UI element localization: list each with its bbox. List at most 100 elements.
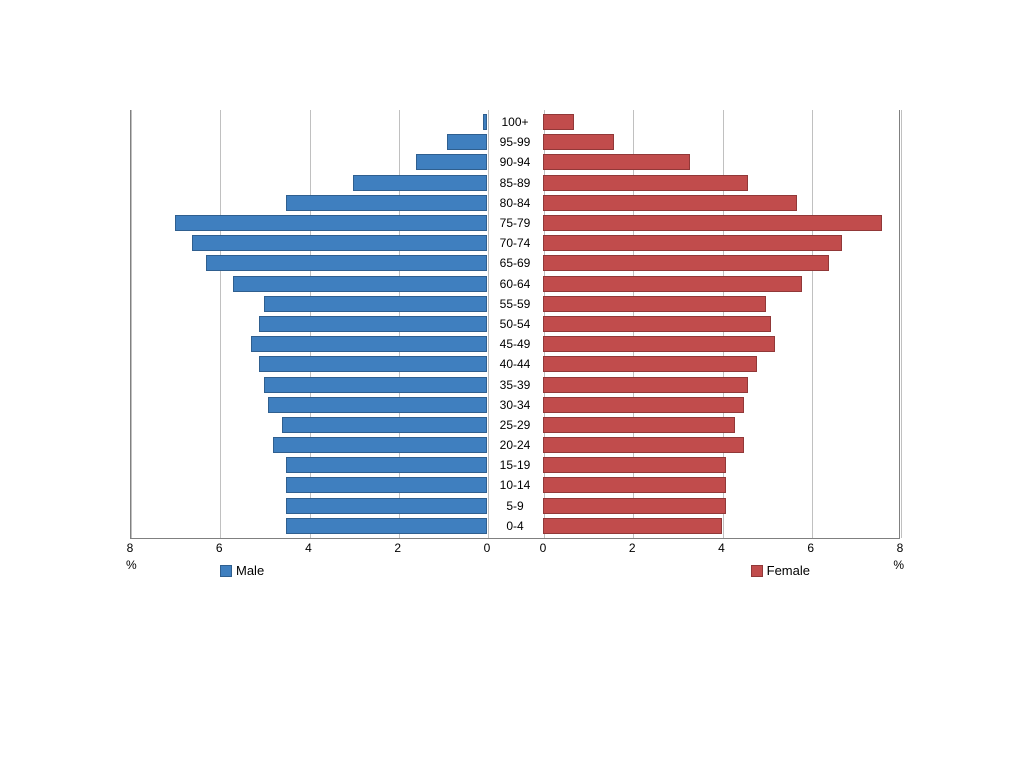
bar-female: [543, 457, 726, 473]
bar-male: [286, 498, 487, 514]
age-label: 95-99: [500, 134, 531, 150]
bar-female: [543, 417, 735, 433]
legend-label-male: Male: [236, 563, 264, 578]
legend-swatch-male: [220, 565, 232, 577]
legend: Male Female: [130, 563, 900, 578]
legend-swatch-female: [751, 565, 763, 577]
bar-male: [286, 195, 487, 211]
bar-female: [543, 356, 757, 372]
bar-female: [543, 518, 722, 534]
age-label: 55-59: [500, 296, 531, 312]
x-tick: 2: [394, 541, 401, 555]
bar-female: [543, 377, 748, 393]
bar-female: [543, 235, 842, 251]
x-axis-ticks: 8642002468: [130, 539, 900, 559]
bar-female: [543, 175, 748, 191]
age-label: 50-54: [500, 316, 531, 332]
bar-rows: 100+ 95-99 90-94 85-89 80-84 75-79 70-74 65-69 6…: [131, 110, 899, 538]
bar-male: [175, 215, 487, 231]
table-row: 5-9: [131, 498, 899, 514]
legend-female: Female: [751, 563, 810, 578]
bar-female: [543, 134, 614, 150]
x-tick: 2: [629, 541, 636, 555]
table-row: 30-34: [131, 397, 899, 413]
bar-female: [543, 215, 882, 231]
age-label: 40-44: [500, 356, 531, 372]
age-label: 35-39: [500, 377, 531, 393]
age-label: 0-4: [506, 518, 523, 534]
bar-female: [543, 114, 574, 130]
table-row: 95-99: [131, 134, 899, 150]
bar-female: [543, 336, 775, 352]
age-label: 15-19: [500, 457, 531, 473]
x-tick: 8: [897, 541, 904, 555]
age-label: 30-34: [500, 397, 531, 413]
table-row: 100+: [131, 114, 899, 130]
x-tick: 6: [807, 541, 814, 555]
table-row: 80-84: [131, 195, 899, 211]
table-row: 20-24: [131, 437, 899, 453]
bar-female: [543, 154, 690, 170]
bar-male: [264, 377, 487, 393]
x-tick: 4: [305, 541, 312, 555]
bar-male: [447, 134, 487, 150]
bar-male: [259, 316, 487, 332]
plot-area: 100+ 95-99 90-94 85-89 80-84 75-79 70-74 65-69 6…: [130, 110, 900, 538]
age-label: 70-74: [500, 235, 531, 251]
bar-male: [251, 336, 488, 352]
age-label: 100+: [501, 114, 528, 130]
age-label: 5-9: [506, 498, 523, 514]
bar-female: [543, 437, 744, 453]
age-label: 60-64: [500, 276, 531, 292]
legend-male: Male: [220, 563, 264, 578]
bar-male: [273, 437, 487, 453]
bar-female: [543, 296, 766, 312]
bar-male: [353, 175, 487, 191]
legend-label-female: Female: [767, 563, 810, 578]
table-row: 85-89: [131, 175, 899, 191]
bar-male: [286, 518, 487, 534]
table-row: 70-74: [131, 235, 899, 251]
bar-female: [543, 397, 744, 413]
age-label: 90-94: [500, 154, 531, 170]
bar-female: [543, 316, 771, 332]
table-row: 65-69: [131, 255, 899, 271]
age-label: 80-84: [500, 195, 531, 211]
table-row: 15-19: [131, 457, 899, 473]
x-tick: 4: [718, 541, 725, 555]
unit-label-right: %: [893, 558, 904, 572]
x-tick: 0: [540, 541, 547, 555]
bar-female: [543, 195, 797, 211]
age-label: 20-24: [500, 437, 531, 453]
bar-male: [416, 154, 487, 170]
bar-male: [286, 477, 487, 493]
table-row: 35-39: [131, 377, 899, 393]
age-label: 25-29: [500, 417, 531, 433]
table-row: 60-64: [131, 276, 899, 292]
age-label: 85-89: [500, 175, 531, 191]
age-label: 65-69: [500, 255, 531, 271]
table-row: 45-49: [131, 336, 899, 352]
bar-male: [483, 114, 487, 130]
bar-male: [282, 417, 487, 433]
age-label: 10-14: [500, 477, 531, 493]
bar-female: [543, 498, 726, 514]
bar-female: [543, 477, 726, 493]
table-row: 50-54: [131, 316, 899, 332]
age-label: 75-79: [500, 215, 531, 231]
table-row: 25-29: [131, 417, 899, 433]
bar-female: [543, 276, 802, 292]
table-row: 10-14: [131, 477, 899, 493]
table-row: 90-94: [131, 154, 899, 170]
table-row: 0-4: [131, 518, 899, 534]
x-tick: 6: [216, 541, 223, 555]
unit-label-left: %: [126, 558, 137, 572]
bar-male: [233, 276, 487, 292]
bar-male: [264, 296, 487, 312]
table-row: 40-44: [131, 356, 899, 372]
bar-male: [206, 255, 487, 271]
table-row: 75-79: [131, 215, 899, 231]
bar-male: [259, 356, 487, 372]
table-row: 55-59: [131, 296, 899, 312]
x-tick: 0: [484, 541, 491, 555]
